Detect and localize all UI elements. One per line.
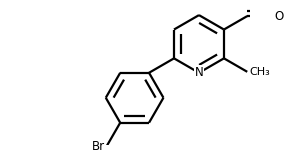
Text: N: N <box>195 66 203 79</box>
Text: CH₃: CH₃ <box>250 67 270 77</box>
Text: O: O <box>274 10 283 23</box>
Text: Br: Br <box>92 140 105 153</box>
